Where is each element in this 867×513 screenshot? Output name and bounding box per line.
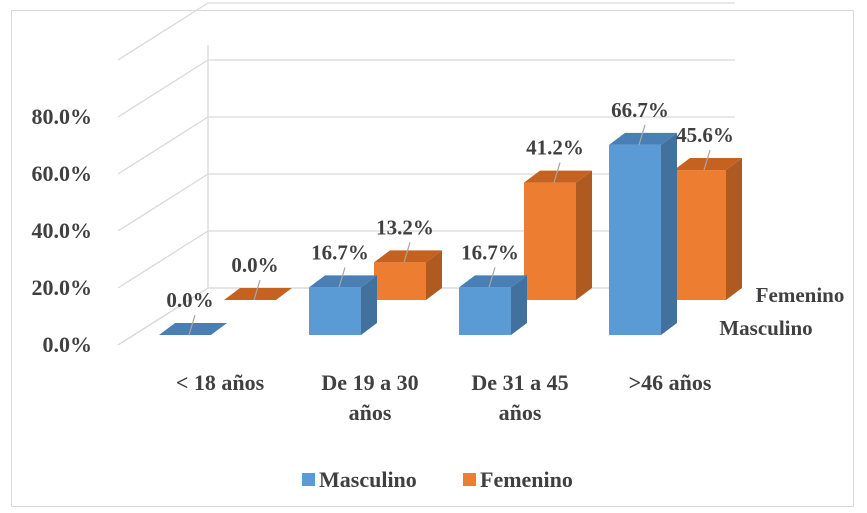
bar-front <box>309 287 361 335</box>
bar-front <box>459 287 511 335</box>
gridline-side <box>117 173 209 232</box>
bar-side <box>426 250 442 300</box>
bar-front <box>374 262 426 300</box>
x-axis-categories: < 18 años De 19 a 30 años De 31 a 45 años >46… <box>176 370 712 425</box>
y-tick-label: 60.0% <box>32 161 93 186</box>
leader-line <box>703 149 711 171</box>
bar-masculino-1 <box>309 275 377 335</box>
bar-femenino-2 <box>524 170 592 300</box>
gridline-side <box>117 2 209 61</box>
leader-line <box>338 267 346 288</box>
gridline-side <box>117 230 209 289</box>
category-label: años <box>499 400 542 425</box>
bar-femenino-0 <box>224 288 292 300</box>
data-label-masculino: 16.7% <box>311 240 369 264</box>
depth-axis-labels: Femenino Masculino <box>719 283 844 340</box>
bar-side <box>511 275 527 335</box>
bar-front <box>609 144 661 335</box>
bar-side <box>576 170 592 300</box>
legend: Masculino Femenino <box>302 467 573 492</box>
y-tick-label: 0.0% <box>43 332 93 357</box>
legend-swatch <box>463 473 476 486</box>
data-label-femenino: 41.2% <box>526 136 584 160</box>
category-label: >46 años <box>629 370 712 395</box>
bar-side <box>361 275 377 335</box>
data-label-masculino: 16.7% <box>461 240 519 264</box>
depth-label-femenino: Femenino <box>756 283 845 307</box>
gridline-side <box>117 59 209 118</box>
bar-front <box>524 182 576 300</box>
leader-line <box>403 242 411 263</box>
bar-masculino-2 <box>459 275 527 335</box>
bars <box>159 132 742 335</box>
y-axis-ticks: 0.0% 20.0% 40.0% 60.0% 80.0% <box>32 104 93 357</box>
data-label-femenino: 13.2% <box>376 215 434 239</box>
legend-item-femenino: Femenino <box>463 467 573 492</box>
legend-swatch <box>302 473 315 486</box>
y-tick-label: 80.0% <box>32 104 93 129</box>
legend-label: Masculino <box>319 467 417 492</box>
bar-top <box>309 275 377 288</box>
bar-side <box>726 158 742 300</box>
category-label: De 19 a 30 <box>321 370 418 395</box>
data-label-femenino: 45.6% <box>676 123 734 147</box>
bar-top <box>674 158 742 171</box>
data-label-femenino: 0.0% <box>231 253 278 277</box>
bar-femenino-1 <box>374 250 442 300</box>
category-label: < 18 años <box>176 370 265 395</box>
y-tick-label: 20.0% <box>32 275 93 300</box>
bar-masculino-3 <box>609 132 677 335</box>
legend-item-masculino: Masculino <box>302 467 417 492</box>
bar-top <box>224 288 292 300</box>
data-label-masculino: 0.0% <box>166 288 213 312</box>
legend-label: Femenino <box>480 467 573 492</box>
bar-femenino-3 <box>674 158 742 300</box>
y-tick-label: 40.0% <box>32 218 93 243</box>
bar-top <box>459 275 527 288</box>
bar-front <box>674 170 726 300</box>
bar-side <box>661 132 677 335</box>
bar-masculino-0 <box>159 323 227 335</box>
bar-top <box>609 132 677 145</box>
leader-line <box>553 162 561 183</box>
bar-top <box>524 170 592 183</box>
data-label-masculino: 66.7% <box>611 98 669 122</box>
gridline-side <box>117 116 209 175</box>
data-labels: 0.0% 13.2% 41.2% 45.6% 0.0% 16.7% 16.7% 66.7% <box>166 98 734 336</box>
category-label: años <box>349 400 392 425</box>
depth-label-masculino: Masculino <box>719 316 812 340</box>
leader-line <box>488 267 496 288</box>
bar-top <box>374 250 442 263</box>
gridline-side <box>117 287 209 346</box>
leader-line <box>253 279 261 301</box>
leader-line <box>188 314 196 336</box>
category-label: De 31 a 45 <box>471 370 568 395</box>
leader-line <box>638 124 646 146</box>
bar-top <box>159 323 227 335</box>
